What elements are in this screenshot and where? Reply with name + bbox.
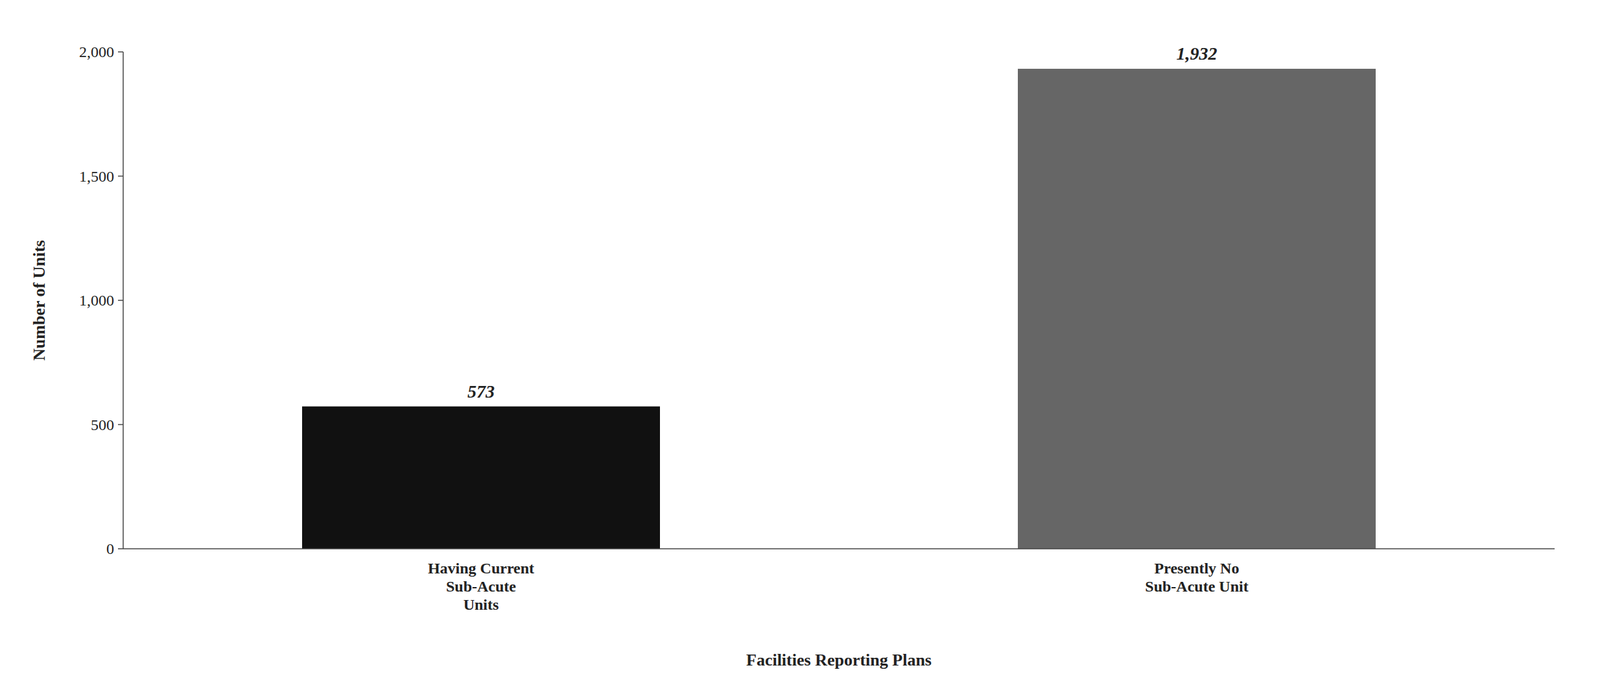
y-tick-label: 1,500 xyxy=(79,167,115,185)
y-tick-label: 0 xyxy=(106,540,115,557)
x-axis-title: Facilities Reporting Plans xyxy=(746,650,932,670)
x-axis-line xyxy=(123,547,1555,550)
x-tick-label-line: Units xyxy=(463,595,500,613)
x-tick-label-line: Sub-Acute xyxy=(446,577,517,595)
x-tick-label: Presently NoSub-Acute Unit xyxy=(1144,559,1248,595)
y-tick-label: 1,000 xyxy=(79,291,115,309)
data-label: 573 xyxy=(467,381,495,402)
x-axis: Having CurrentSub-AcuteUnits Presently No… xyxy=(123,548,1555,613)
y-axis: 0 500 1,000 1,500 2,000 xyxy=(79,43,124,557)
chart-container: 05001,0001,5002,000Having CurrentSub-Acu… xyxy=(0,0,1600,685)
x-tick-label-line: Presently No xyxy=(1154,559,1240,577)
chart-svg: 05001,0001,5002,000Having CurrentSub-Acu… xyxy=(0,0,1600,685)
y-tick xyxy=(117,423,124,426)
y-tick-label: 500 xyxy=(90,416,115,434)
y-axis-title: Number of Units xyxy=(29,239,49,361)
data-labels: 573 1,932 xyxy=(467,43,1218,401)
y-axis-line xyxy=(122,51,124,549)
data-label: 1,932 xyxy=(1176,43,1218,64)
bar xyxy=(1017,68,1376,549)
y-tick xyxy=(117,547,124,550)
x-tick-label-line: Sub-Acute Unit xyxy=(1144,577,1248,595)
page: {"chart_data": {"type": "bar", "categori… xyxy=(0,0,1600,685)
bar xyxy=(302,406,660,549)
y-tick xyxy=(117,299,124,301)
x-tick-label: Having CurrentSub-AcuteUnits xyxy=(427,559,535,613)
bars xyxy=(302,68,1376,549)
y-tick xyxy=(117,51,124,53)
x-tick-label-line: Having Current xyxy=(427,559,535,577)
y-tick-label: 2,000 xyxy=(79,43,115,61)
y-tick xyxy=(117,175,124,177)
